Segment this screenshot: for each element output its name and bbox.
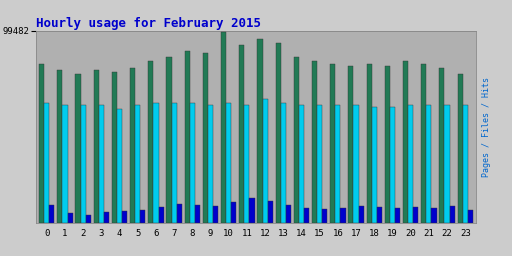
Bar (249, 198, 254, 223)
Bar (439, 68, 444, 223)
Bar (185, 51, 190, 223)
Bar (432, 208, 437, 223)
Bar (177, 204, 182, 223)
Bar (348, 66, 353, 223)
Bar (99, 105, 104, 223)
Bar (226, 103, 231, 223)
Bar (86, 215, 91, 223)
Bar (75, 74, 80, 223)
Bar (80, 105, 86, 223)
Bar (304, 208, 309, 223)
Bar (275, 43, 281, 223)
Bar (135, 105, 140, 223)
Bar (221, 32, 226, 223)
Bar (358, 206, 364, 223)
Bar (426, 105, 432, 223)
Bar (239, 45, 244, 223)
Bar (154, 103, 159, 223)
Bar (317, 105, 322, 223)
Bar (258, 39, 263, 223)
Bar (385, 66, 390, 223)
Bar (403, 61, 408, 223)
Bar (140, 210, 145, 223)
Bar (94, 70, 99, 223)
Bar (390, 107, 395, 223)
Bar (62, 105, 68, 223)
Bar (444, 105, 450, 223)
Bar (330, 65, 335, 223)
Bar (263, 99, 268, 223)
Bar (468, 210, 473, 223)
Bar (39, 65, 44, 223)
Bar (367, 65, 372, 223)
Bar (104, 212, 109, 223)
Bar (377, 207, 382, 223)
Bar (268, 200, 273, 223)
Bar (172, 103, 177, 223)
Bar (130, 68, 135, 223)
Bar (117, 109, 122, 223)
Bar (195, 205, 200, 223)
Bar (340, 208, 346, 223)
Bar (148, 61, 154, 223)
Bar (458, 74, 463, 223)
Bar (299, 105, 304, 223)
Bar (294, 57, 299, 223)
Bar (322, 209, 327, 223)
Bar (353, 105, 358, 223)
Bar (244, 105, 249, 223)
Bar (281, 103, 286, 223)
Bar (413, 207, 418, 223)
Bar (44, 103, 49, 223)
Bar (395, 208, 400, 223)
Bar (122, 211, 127, 223)
Bar (450, 206, 455, 223)
Bar (68, 213, 73, 223)
Bar (208, 105, 213, 223)
Bar (213, 206, 218, 223)
Bar (203, 53, 208, 223)
Text: Hourly usage for February 2015: Hourly usage for February 2015 (36, 17, 261, 29)
Bar (421, 65, 426, 223)
Bar (231, 202, 237, 223)
Bar (166, 57, 172, 223)
Bar (408, 105, 413, 223)
Bar (312, 61, 317, 223)
Bar (190, 103, 195, 223)
Bar (372, 107, 377, 223)
Bar (159, 207, 164, 223)
Bar (463, 105, 468, 223)
Bar (335, 105, 340, 223)
Bar (57, 70, 62, 223)
Bar (49, 205, 54, 223)
Bar (112, 72, 117, 223)
Bar (286, 205, 291, 223)
